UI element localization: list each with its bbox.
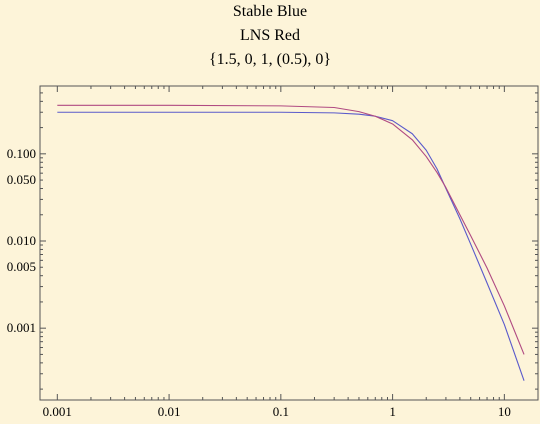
title-line-1: Stable Blue bbox=[232, 3, 308, 20]
plot-frame bbox=[39, 85, 539, 401]
y-tick-label: 0.050 bbox=[7, 172, 36, 187]
y-tick-label: 0.005 bbox=[7, 259, 36, 274]
chart-title: Stable Blue LNS Red {1.5, 0, 1, (0.5), 0… bbox=[0, 0, 540, 72]
x-tick-label: 0.001 bbox=[43, 404, 72, 419]
title-line-3: {1.5, 0, 1, (0.5), 0} bbox=[208, 51, 331, 68]
x-tick-label: 10 bbox=[498, 404, 511, 419]
title-line-2: LNS Red bbox=[240, 27, 300, 44]
series-line-1 bbox=[57, 111, 525, 381]
x-tick-label: 0.1 bbox=[273, 404, 289, 419]
x-tick-label: 0.01 bbox=[158, 404, 181, 419]
x-tick-label: 1 bbox=[389, 404, 396, 419]
y-tick-label: 0.100 bbox=[7, 146, 36, 161]
y-tick-label: 0.001 bbox=[7, 320, 36, 335]
y-tick-label: 0.010 bbox=[7, 233, 36, 248]
series-line-2 bbox=[57, 104, 525, 355]
